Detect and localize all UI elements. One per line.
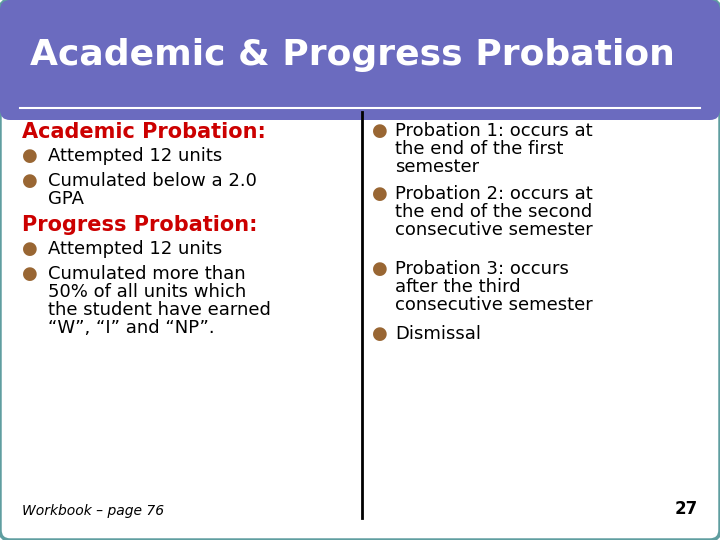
Text: Probation 2: occurs at: Probation 2: occurs at [395, 185, 593, 203]
Text: ●: ● [22, 147, 37, 165]
Text: 50% of all units which: 50% of all units which [48, 283, 246, 301]
Text: ●: ● [22, 240, 37, 258]
Text: Workbook – page 76: Workbook – page 76 [22, 504, 164, 518]
Text: Dismissal: Dismissal [395, 325, 481, 343]
Text: ●: ● [372, 122, 388, 140]
Text: “W”, “I” and “NP”.: “W”, “I” and “NP”. [48, 319, 215, 337]
Text: Attempted 12 units: Attempted 12 units [48, 240, 222, 258]
Text: ●: ● [22, 265, 37, 283]
Text: semester: semester [395, 158, 479, 176]
Text: consecutive semester: consecutive semester [395, 221, 593, 239]
Text: GPA: GPA [48, 190, 84, 208]
Text: the end of the first: the end of the first [395, 140, 563, 158]
Text: consecutive semester: consecutive semester [395, 296, 593, 314]
Text: ●: ● [372, 185, 388, 203]
Text: Probation 3: occurs: Probation 3: occurs [395, 260, 569, 278]
Text: after the third: after the third [395, 278, 521, 296]
Text: ●: ● [372, 325, 388, 343]
Text: Attempted 12 units: Attempted 12 units [48, 147, 222, 165]
Text: Progress Probation:: Progress Probation: [22, 215, 258, 235]
Text: Cumulated below a 2.0: Cumulated below a 2.0 [48, 172, 257, 190]
Text: Probation 1: occurs at: Probation 1: occurs at [395, 122, 593, 140]
Text: Academic Probation:: Academic Probation: [22, 122, 266, 142]
Text: Academic & Progress Probation: Academic & Progress Probation [30, 38, 675, 72]
FancyBboxPatch shape [0, 0, 720, 120]
Text: the student have earned: the student have earned [48, 301, 271, 319]
Text: 27: 27 [675, 500, 698, 518]
Text: ●: ● [22, 172, 37, 190]
Bar [10, 80, 710, 110]
Text: ●: ● [372, 260, 388, 278]
Text: the end of the second: the end of the second [395, 203, 593, 221]
Text: Cumulated more than: Cumulated more than [48, 265, 246, 283]
